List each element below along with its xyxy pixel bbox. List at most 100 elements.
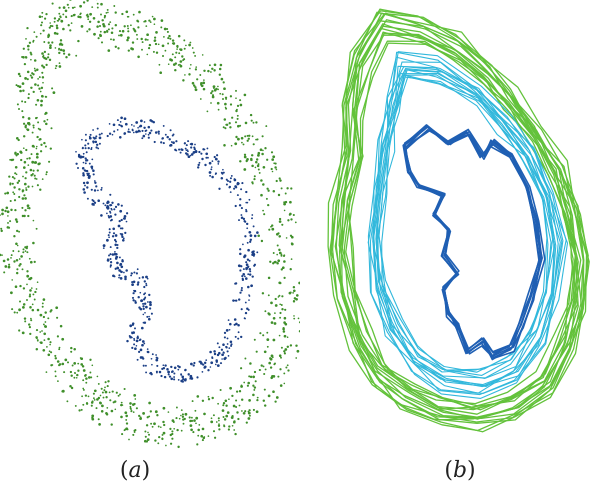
outer-point: [263, 350, 267, 354]
outer-point: [151, 425, 154, 428]
inner-point: [111, 235, 115, 238]
inner-point: [227, 180, 229, 182]
inner-point: [190, 362, 193, 366]
outer-point: [283, 382, 286, 385]
outer-point: [283, 260, 286, 263]
inner-point: [86, 181, 89, 185]
outer-point: [210, 420, 214, 424]
inner-point: [166, 368, 169, 371]
outer-point: [10, 257, 12, 259]
outer-point: [31, 160, 35, 164]
inner-point: [240, 188, 243, 191]
outer-point: [104, 381, 107, 384]
outer-point: [42, 348, 46, 352]
outer-point: [146, 438, 150, 441]
outer-point: [15, 84, 18, 87]
outer-point: [239, 124, 242, 127]
outer-point: [280, 346, 283, 349]
outer-point: [159, 426, 162, 429]
outer-point: [14, 152, 17, 155]
inner-point: [235, 299, 238, 302]
outer-point: [59, 39, 63, 42]
outer-point: [23, 214, 26, 218]
inner-point: [252, 254, 255, 257]
outer-point: [279, 311, 282, 315]
outer-point: [246, 384, 249, 387]
outer-point: [175, 417, 178, 420]
inner-point: [187, 155, 191, 159]
inner-point: [245, 190, 248, 194]
inner-point: [119, 227, 122, 230]
inner-point: [240, 308, 243, 311]
outer-point: [253, 175, 256, 178]
outer-point: [188, 43, 191, 47]
outer-point: [77, 369, 80, 372]
outer-point: [176, 428, 179, 432]
outer-point: [237, 124, 240, 128]
outer-point: [193, 419, 196, 422]
outer-point: [125, 414, 129, 418]
inner-point: [133, 125, 135, 127]
inner-point: [85, 151, 88, 154]
outer-point: [278, 235, 281, 238]
outer-point: [47, 53, 50, 56]
inner-point: [134, 300, 137, 303]
inner-contour-line: [404, 129, 540, 354]
outer-point: [24, 320, 27, 323]
outer-point: [34, 177, 37, 180]
inner-point: [229, 180, 232, 183]
outer-point: [240, 136, 244, 140]
outer-point: [222, 81, 225, 84]
outer-point: [296, 349, 300, 353]
outer-point: [248, 414, 251, 417]
outer-point: [63, 52, 66, 55]
outer-point: [8, 175, 11, 178]
outer-point: [91, 364, 94, 367]
outer-point: [281, 266, 285, 270]
outer-point: [10, 254, 13, 257]
inner-point: [75, 150, 77, 153]
outer-point: [127, 27, 130, 30]
outer-point: [140, 37, 143, 41]
inner-point: [177, 368, 180, 371]
outer-point: [96, 2, 99, 5]
outer-point: [34, 83, 37, 86]
inner-point: [150, 312, 153, 315]
outer-point: [240, 367, 243, 370]
outer-point: [69, 370, 73, 374]
outer-point: [130, 24, 132, 27]
outer-point: [265, 197, 268, 200]
outer-point: [274, 400, 277, 403]
inner-point: [237, 324, 240, 327]
outer-point: [141, 41, 144, 44]
outer-point: [283, 209, 286, 212]
outer-point: [24, 197, 27, 200]
outer-point: [218, 67, 222, 71]
inner-point: [156, 357, 159, 360]
outer-point: [182, 418, 185, 421]
outer-point: [287, 219, 290, 222]
outer-point: [280, 304, 283, 306]
inner-point: [124, 231, 127, 235]
outer-point: [210, 92, 213, 95]
outer-point: [28, 323, 31, 326]
inner-point: [125, 220, 128, 223]
outer-point: [274, 162, 277, 165]
outer-point: [144, 430, 147, 433]
inner-point: [139, 308, 143, 311]
outer-point: [200, 84, 204, 88]
outer-point: [255, 160, 258, 164]
outer-point: [135, 407, 138, 410]
outer-point: [207, 435, 210, 437]
inner-point: [106, 134, 109, 138]
outer-point: [45, 371, 48, 373]
outer-point: [262, 183, 265, 186]
outer-point: [76, 373, 79, 377]
outer-point: [88, 28, 91, 31]
outer-point: [171, 437, 174, 440]
inner-point: [141, 343, 144, 347]
outer-point: [40, 24, 43, 27]
outer-point: [255, 158, 259, 161]
outer-point: [69, 385, 72, 388]
outer-point: [110, 31, 114, 34]
